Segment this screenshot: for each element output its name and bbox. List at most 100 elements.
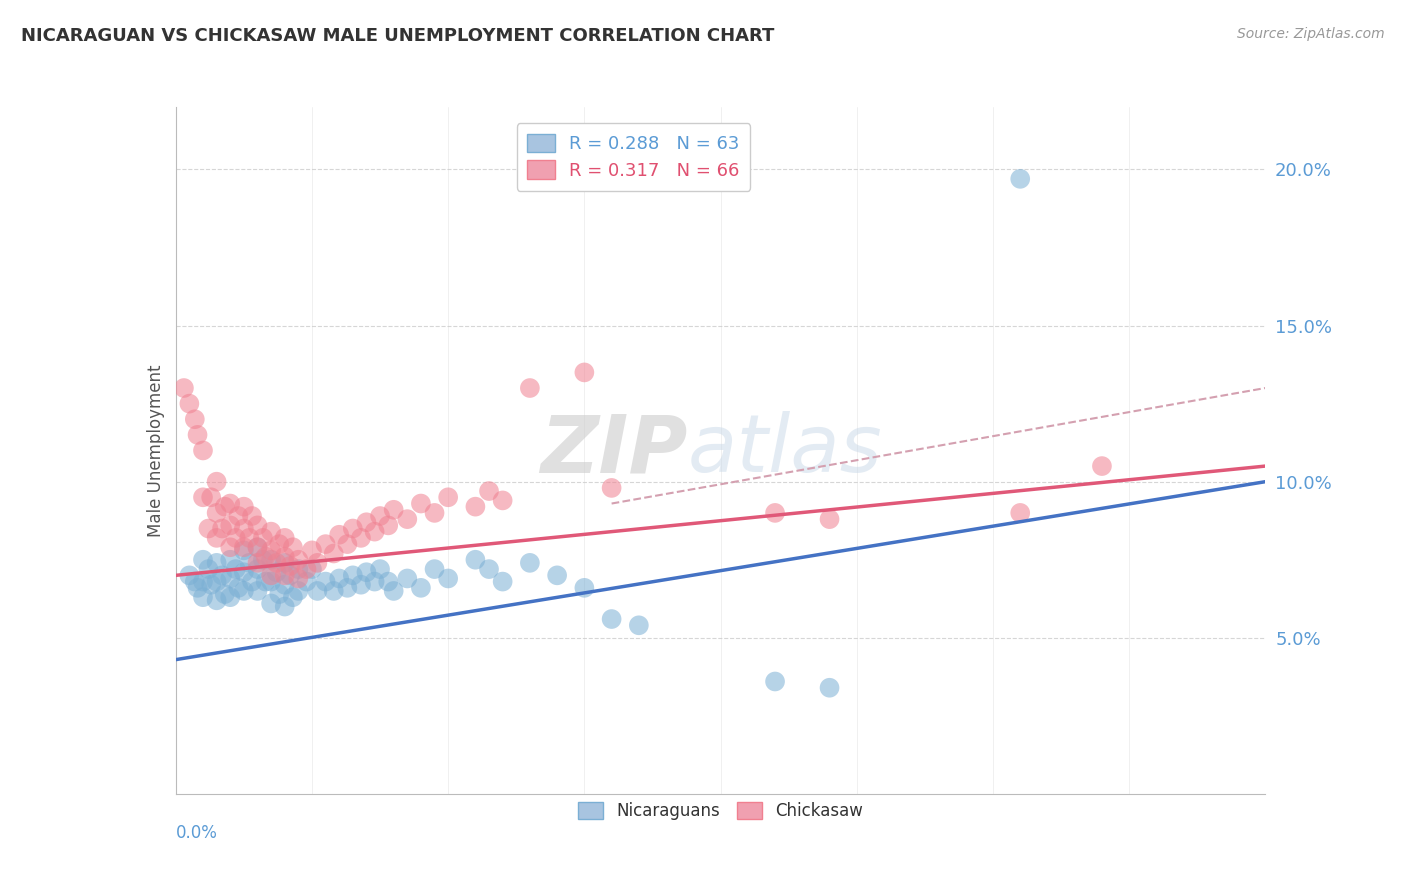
Point — [377, 518, 399, 533]
Point — [492, 574, 515, 589]
Point — [519, 556, 541, 570]
Point — [191, 443, 214, 458]
Point — [281, 591, 304, 605]
Point — [295, 574, 318, 589]
Point — [382, 502, 405, 516]
Point — [478, 483, 501, 498]
Point — [219, 591, 242, 605]
Point — [232, 521, 254, 535]
Point — [246, 518, 269, 533]
Point — [214, 587, 236, 601]
Point — [600, 612, 623, 626]
Point — [219, 571, 242, 585]
Point — [232, 543, 254, 558]
Point — [184, 574, 207, 589]
Point — [246, 540, 269, 554]
Point — [232, 583, 254, 598]
Point — [342, 568, 364, 582]
Point — [274, 578, 297, 592]
Point — [200, 490, 222, 504]
Point — [315, 574, 337, 589]
Point — [423, 562, 446, 576]
Point — [574, 581, 596, 595]
Point — [232, 566, 254, 580]
Point — [232, 500, 254, 514]
Point — [191, 574, 214, 589]
Point — [269, 537, 291, 551]
Point — [225, 531, 247, 545]
Point — [252, 531, 274, 545]
Point — [238, 556, 260, 570]
Point — [396, 512, 419, 526]
Point — [186, 581, 209, 595]
Point — [307, 556, 329, 570]
Point — [186, 427, 209, 442]
Point — [228, 581, 250, 595]
Point — [464, 552, 486, 567]
Point — [322, 583, 344, 598]
Point — [179, 396, 201, 410]
Point — [492, 493, 515, 508]
Point — [1010, 171, 1032, 186]
Text: atlas: atlas — [688, 411, 883, 490]
Point — [211, 568, 233, 582]
Point — [368, 508, 391, 523]
Point — [274, 531, 297, 545]
Point — [519, 381, 541, 395]
Legend: Nicaraguans, Chickasaw: Nicaraguans, Chickasaw — [571, 796, 870, 827]
Point — [368, 562, 391, 576]
Point — [191, 490, 214, 504]
Point — [260, 543, 283, 558]
Point — [205, 556, 228, 570]
Text: Source: ZipAtlas.com: Source: ZipAtlas.com — [1237, 27, 1385, 41]
Point — [287, 571, 309, 585]
Point — [278, 568, 301, 582]
Point — [546, 568, 568, 582]
Point — [197, 521, 219, 535]
Point — [246, 540, 269, 554]
Point — [240, 508, 263, 523]
Text: 0.0%: 0.0% — [176, 824, 218, 842]
Point — [363, 524, 385, 539]
Point — [295, 562, 318, 576]
Point — [260, 552, 283, 567]
Point — [252, 552, 274, 567]
Point — [260, 574, 283, 589]
Point — [409, 581, 432, 595]
Point — [266, 566, 288, 580]
Point — [205, 506, 228, 520]
Point — [225, 562, 247, 576]
Point — [423, 506, 446, 520]
Point — [219, 552, 242, 567]
Y-axis label: Male Unemployment: Male Unemployment — [146, 364, 165, 537]
Point — [228, 508, 250, 523]
Point — [322, 546, 344, 561]
Point — [211, 521, 233, 535]
Point — [301, 543, 323, 558]
Point — [260, 524, 283, 539]
Point — [409, 496, 432, 510]
Point — [328, 571, 350, 585]
Point — [197, 562, 219, 576]
Point — [219, 496, 242, 510]
Point — [307, 583, 329, 598]
Point — [627, 618, 650, 632]
Point — [246, 583, 269, 598]
Text: NICARAGUAN VS CHICKASAW MALE UNEMPLOYMENT CORRELATION CHART: NICARAGUAN VS CHICKASAW MALE UNEMPLOYMEN… — [21, 27, 775, 45]
Point — [274, 568, 297, 582]
Point — [205, 475, 228, 489]
Point — [437, 490, 460, 504]
Point — [219, 540, 242, 554]
Point — [763, 674, 786, 689]
Point — [274, 556, 297, 570]
Point — [356, 515, 378, 529]
Point — [574, 366, 596, 380]
Point — [301, 562, 323, 576]
Point — [437, 571, 460, 585]
Point — [464, 500, 486, 514]
Point — [191, 591, 214, 605]
Point — [246, 556, 269, 570]
Point — [287, 552, 309, 567]
Point — [173, 381, 195, 395]
Point — [396, 571, 419, 585]
